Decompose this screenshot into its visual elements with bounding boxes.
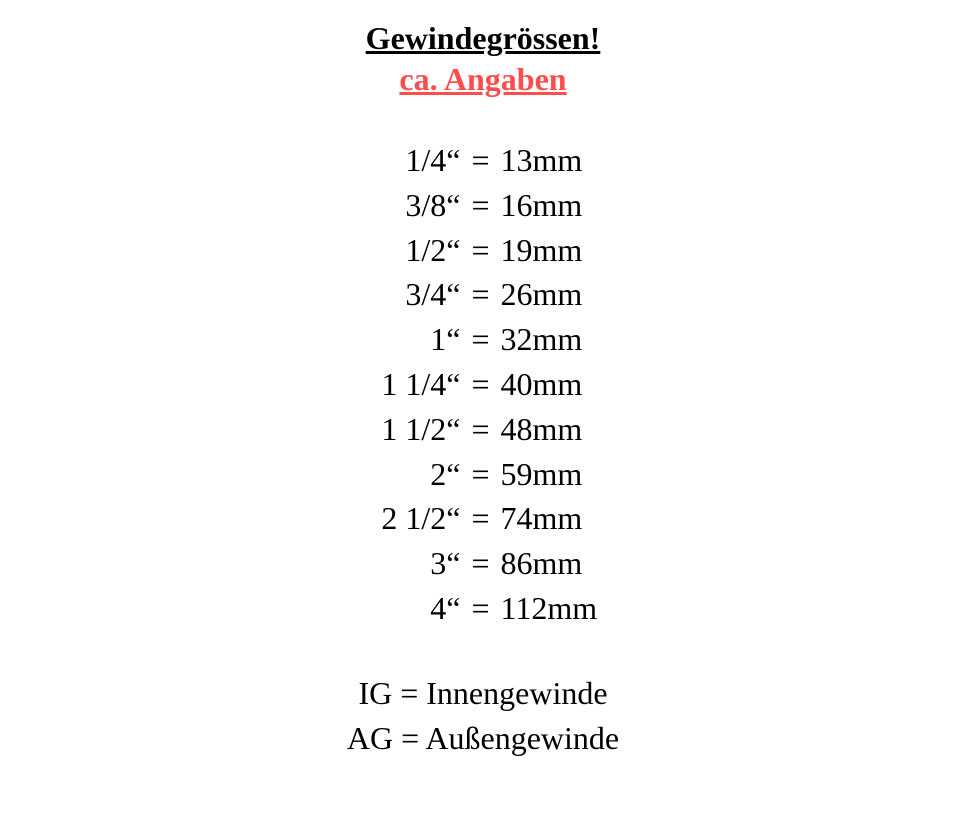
equals-sign: =	[461, 362, 501, 407]
page-subtitle: ca. Angaben	[399, 61, 566, 98]
table-row: 1/2“ = 19mm	[346, 228, 621, 273]
size-mm: 112mm	[501, 586, 621, 631]
equals-sign: =	[461, 138, 501, 183]
size-mm: 40mm	[501, 362, 621, 407]
equals-sign: =	[461, 317, 501, 362]
thread-size-table: 1/4“ = 13mm 3/8“ = 16mm 1/2“ = 19mm 3/4“…	[346, 138, 621, 631]
legend: IG = Innengewinde AG = Außengewinde	[347, 671, 619, 761]
equals-sign: =	[461, 407, 501, 452]
page-title: Gewindegrössen!	[366, 20, 601, 57]
equals-sign: =	[461, 452, 501, 497]
size-inch: 1“	[346, 317, 461, 362]
size-inch: 1 1/4“	[346, 362, 461, 407]
equals-sign: =	[461, 586, 501, 631]
size-mm: 19mm	[501, 228, 621, 273]
size-mm: 48mm	[501, 407, 621, 452]
size-mm: 86mm	[501, 541, 621, 586]
size-mm: 74mm	[501, 496, 621, 541]
size-inch: 1/4“	[346, 138, 461, 183]
table-row: 2“ = 59mm	[346, 452, 621, 497]
size-inch: 2“	[346, 452, 461, 497]
equals-sign: =	[461, 496, 501, 541]
size-mm: 13mm	[501, 138, 621, 183]
size-inch: 1 1/2“	[346, 407, 461, 452]
size-inch: 3“	[346, 541, 461, 586]
table-row: 1 1/2“ = 48mm	[346, 407, 621, 452]
size-mm: 32mm	[501, 317, 621, 362]
equals-sign: =	[461, 183, 501, 228]
size-inch: 3/8“	[346, 183, 461, 228]
size-inch: 2 1/2“	[346, 496, 461, 541]
table-row: 1/4“ = 13mm	[346, 138, 621, 183]
equals-sign: =	[461, 272, 501, 317]
table-row: 3/8“ = 16mm	[346, 183, 621, 228]
size-mm: 26mm	[501, 272, 621, 317]
size-mm: 59mm	[501, 452, 621, 497]
table-row: 2 1/2“ = 74mm	[346, 496, 621, 541]
size-mm: 16mm	[501, 183, 621, 228]
table-row: 1 1/4“ = 40mm	[346, 362, 621, 407]
size-inch: 1/2“	[346, 228, 461, 273]
legend-ig: IG = Innengewinde	[358, 671, 607, 716]
size-inch: 4“	[346, 586, 461, 631]
table-row: 3/4“ = 26mm	[346, 272, 621, 317]
equals-sign: =	[461, 228, 501, 273]
table-row: 4“ = 112mm	[346, 586, 621, 631]
equals-sign: =	[461, 541, 501, 586]
table-row: 3“ = 86mm	[346, 541, 621, 586]
legend-ag: AG = Außengewinde	[347, 716, 619, 761]
table-row: 1“ = 32mm	[346, 317, 621, 362]
size-inch: 3/4“	[346, 272, 461, 317]
